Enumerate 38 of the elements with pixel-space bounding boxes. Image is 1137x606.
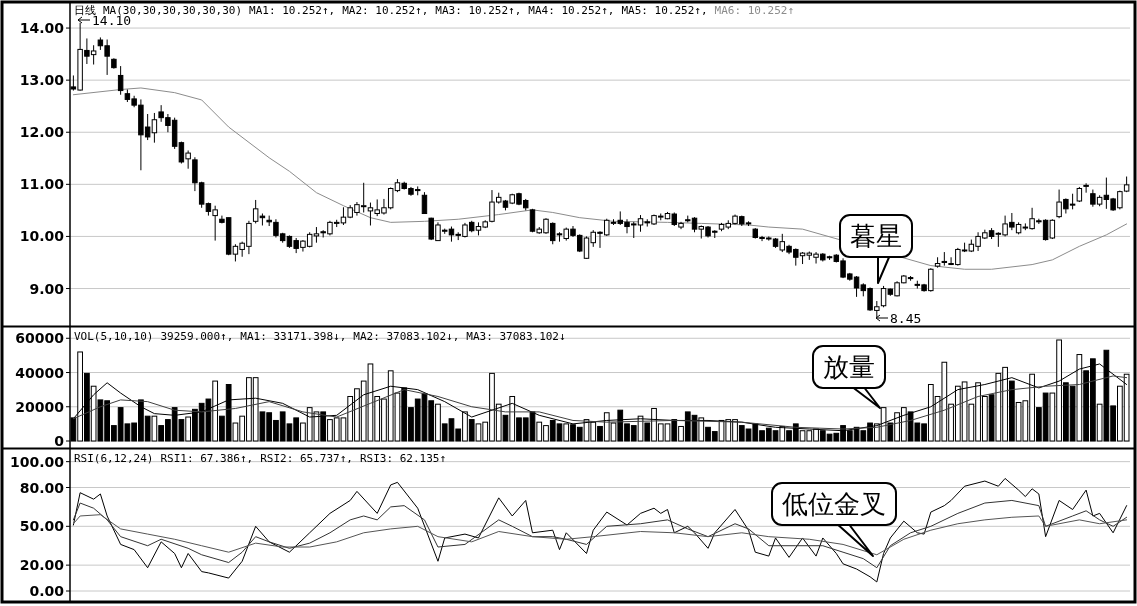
annotation: 暮星 [850, 221, 902, 251]
callout: 暮星 [839, 214, 913, 284]
annotation: MA2: 37083.102↓, [353, 330, 460, 343]
y-tick-label: 20000 [15, 398, 65, 415]
y-tick-label: 100.00 [9, 453, 65, 470]
y-tick-label: 10.00 [19, 228, 65, 245]
annotation: MA4: 10.252↑, [528, 4, 615, 17]
chart-title: 日线 [74, 4, 96, 17]
annotation: MA2: 10.252↑, [342, 4, 429, 17]
y-tick-label: 12.00 [19, 124, 65, 141]
annotation: RSI1: 67.386↑, [160, 452, 254, 465]
y-tick-label: 9.00 [29, 280, 65, 297]
annotation: 8.45 [890, 311, 922, 326]
y-tick-label: 80.00 [19, 479, 65, 496]
y-tick-label: 0 [54, 433, 65, 450]
annotation: MA5: 10.252↑, [621, 4, 708, 17]
annotation: MA1: 33171.398↓, [240, 330, 347, 343]
annotation: RSI(6,12,24) [74, 452, 154, 465]
y-tick-label: 13.00 [19, 72, 65, 89]
callout: 低位金叉 [771, 482, 897, 557]
annotation: MA1: 10.252↑, [249, 4, 336, 17]
annotation: MA3: 10.252↑, [435, 4, 522, 17]
annotation: MA6: 10.252↑ [714, 4, 795, 17]
y-tick-label: 14.00 [19, 20, 65, 37]
y-tick-label: 0.00 [29, 583, 65, 599]
y-tick-label: 60000 [15, 330, 65, 347]
annotation: RSI3: 62.135↑ [359, 452, 447, 465]
annotation: 低位金叉 [782, 489, 886, 519]
callout: 放量 [812, 345, 886, 409]
annotation: 放量 [823, 352, 875, 382]
annotation: VOL(5,10,10) [74, 330, 154, 343]
annotation: 39259.000↑, [160, 330, 234, 343]
annotation: RSI2: 65.737↑, [260, 452, 353, 465]
y-tick-label: 50.00 [19, 518, 65, 535]
y-tick-label: 11.00 [19, 176, 65, 193]
y-tick-label: 40000 [15, 364, 65, 381]
y-tick-label: 20.00 [19, 557, 65, 574]
annotation: MA3: 37083.102↓ [466, 330, 566, 343]
